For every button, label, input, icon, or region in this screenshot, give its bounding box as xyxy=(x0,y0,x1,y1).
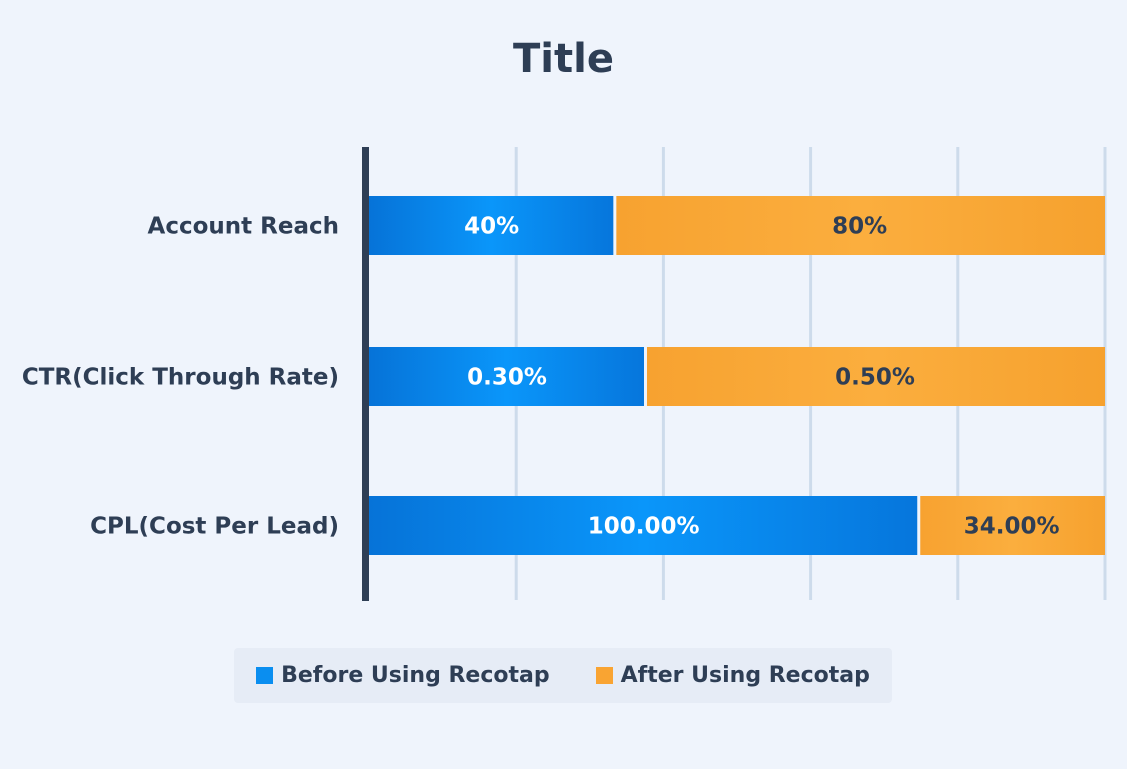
bar-before xyxy=(369,347,644,406)
category-label: CPL(Cost Per Lead) xyxy=(90,514,339,540)
legend-swatch-after xyxy=(595,667,613,684)
bar-after xyxy=(647,347,1105,406)
legend-label: After Using Recotap xyxy=(620,663,870,688)
data-label: 34.00% xyxy=(964,514,1060,540)
chart-plot: Account Reach 40% 80% CTR(Click Through Rat… xyxy=(22,147,1107,601)
bar-after xyxy=(920,496,1105,555)
bar-before xyxy=(369,496,918,555)
legend: Before Using Recotap After Using Recotap xyxy=(234,648,892,703)
y-axis-line xyxy=(362,147,369,601)
legend-label: Before Using Recotap xyxy=(281,663,550,688)
data-label: 80% xyxy=(832,214,887,240)
legend-item-before[interactable]: Before Using Recotap xyxy=(256,663,550,688)
data-label: 100.00% xyxy=(588,514,700,540)
legend-swatch-before xyxy=(256,667,274,684)
data-label: 0.50% xyxy=(835,365,915,391)
data-label: 0.30% xyxy=(467,365,547,391)
category-label: Account Reach xyxy=(148,214,339,240)
data-label: 40% xyxy=(464,214,519,240)
category-label: CTR(Click Through Rate) xyxy=(22,365,339,391)
bar-after xyxy=(616,196,1105,255)
bar-before xyxy=(369,196,614,255)
legend-item-after[interactable]: After Using Recotap xyxy=(595,663,870,688)
chart-title: Title xyxy=(513,36,614,82)
